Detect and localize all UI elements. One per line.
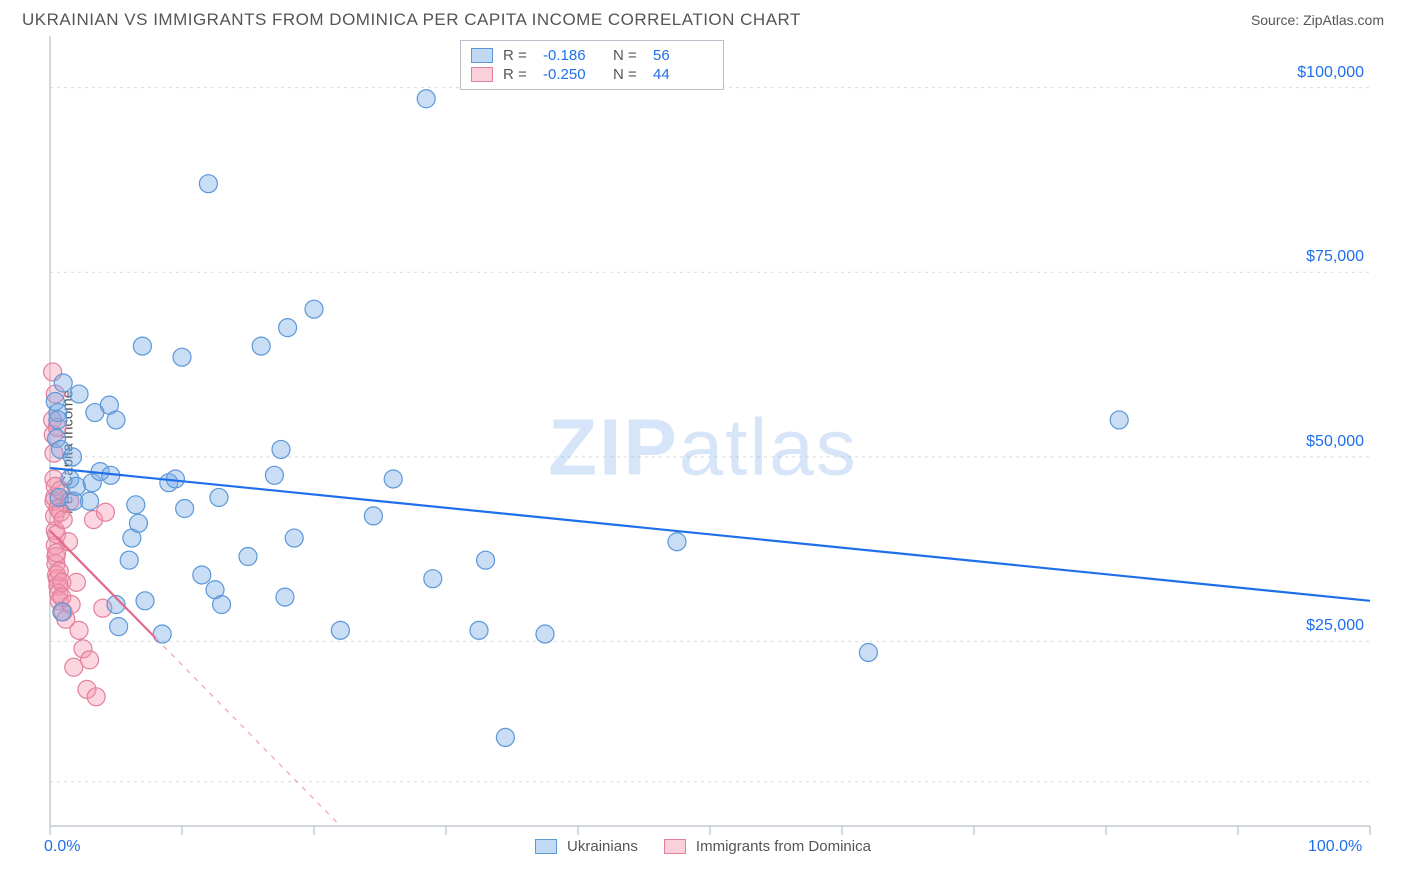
data-point	[127, 496, 145, 514]
y-tick-label: $25,000	[1306, 617, 1364, 635]
data-point	[536, 625, 554, 643]
y-tick-label: $100,000	[1297, 64, 1364, 82]
chart-area: Per Capita Income R =-0.186N =56R =-0.25…	[0, 36, 1406, 868]
data-point	[153, 625, 171, 643]
data-point	[285, 529, 303, 547]
legend-stat-row: R = -0.250 N = 44	[471, 66, 713, 83]
data-point	[87, 688, 105, 706]
y-tick-label: $75,000	[1306, 248, 1364, 266]
data-point	[265, 466, 283, 484]
n-value: 56	[653, 47, 713, 64]
data-point	[668, 533, 686, 551]
data-point	[67, 477, 85, 495]
data-point	[70, 385, 88, 403]
scatter-plot	[0, 36, 1406, 868]
data-point	[70, 621, 88, 639]
r-value: -0.186	[543, 47, 603, 64]
data-point	[305, 300, 323, 318]
data-point	[199, 175, 217, 193]
series-legend: Ukrainians Immigrants from Dominica	[0, 836, 1406, 857]
data-point	[176, 500, 194, 518]
data-point	[859, 643, 877, 661]
data-point	[136, 592, 154, 610]
data-point	[239, 548, 257, 566]
data-point	[272, 440, 290, 458]
data-point	[477, 551, 495, 569]
x-tick-label: 0.0%	[44, 838, 80, 856]
n-value: 44	[653, 66, 713, 83]
data-point	[364, 507, 382, 525]
data-point	[65, 658, 83, 676]
legend-label: Ukrainians	[567, 838, 638, 855]
data-point	[107, 411, 125, 429]
data-point	[53, 603, 71, 621]
r-label: R =	[503, 47, 533, 64]
data-point	[81, 651, 99, 669]
data-point	[279, 319, 297, 337]
chart-source: Source: ZipAtlas.com	[1251, 12, 1384, 28]
data-point	[67, 573, 85, 591]
data-point	[110, 618, 128, 636]
legend-stat-row: R = -0.186 N = 56	[471, 47, 713, 64]
data-point	[331, 621, 349, 639]
correlation-legend: R = -0.186 N = 56 R = -0.250 N = 44	[460, 40, 724, 90]
data-point	[276, 588, 294, 606]
data-point	[496, 728, 514, 746]
data-point	[213, 596, 231, 614]
n-label: N =	[613, 66, 643, 83]
data-point	[54, 511, 72, 529]
legend-label: Immigrants from Dominica	[696, 838, 871, 855]
data-point	[384, 470, 402, 488]
data-point	[417, 90, 435, 108]
data-point	[193, 566, 211, 584]
data-point	[1110, 411, 1128, 429]
r-label: R =	[503, 66, 533, 83]
legend-swatch	[471, 48, 493, 63]
legend-swatch	[535, 839, 557, 854]
trend-line	[50, 468, 1370, 601]
data-point	[54, 374, 72, 392]
data-point	[129, 514, 147, 532]
data-point	[133, 337, 151, 355]
data-point	[49, 411, 67, 429]
trend-line-dashed	[156, 638, 341, 826]
data-point	[96, 503, 114, 521]
data-point	[252, 337, 270, 355]
data-point	[173, 348, 191, 366]
series-legend-item: Immigrants from Dominica	[664, 838, 871, 855]
x-tick-label: 100.0%	[1308, 838, 1362, 856]
source-name: ZipAtlas.com	[1303, 12, 1384, 28]
legend-swatch	[664, 839, 686, 854]
chart-header: UKRAINIAN VS IMMIGRANTS FROM DOMINICA PE…	[0, 0, 1406, 36]
data-point	[424, 570, 442, 588]
data-point	[120, 551, 138, 569]
series-legend-item: Ukrainians	[535, 838, 638, 855]
n-label: N =	[613, 47, 643, 64]
y-tick-label: $50,000	[1306, 433, 1364, 451]
data-point	[81, 492, 99, 510]
data-point	[210, 488, 228, 506]
source-label: Source:	[1251, 12, 1299, 28]
legend-swatch	[471, 67, 493, 82]
data-point	[470, 621, 488, 639]
r-value: -0.250	[543, 66, 603, 83]
data-point	[63, 448, 81, 466]
chart-title: UKRAINIAN VS IMMIGRANTS FROM DOMINICA PE…	[22, 10, 801, 30]
